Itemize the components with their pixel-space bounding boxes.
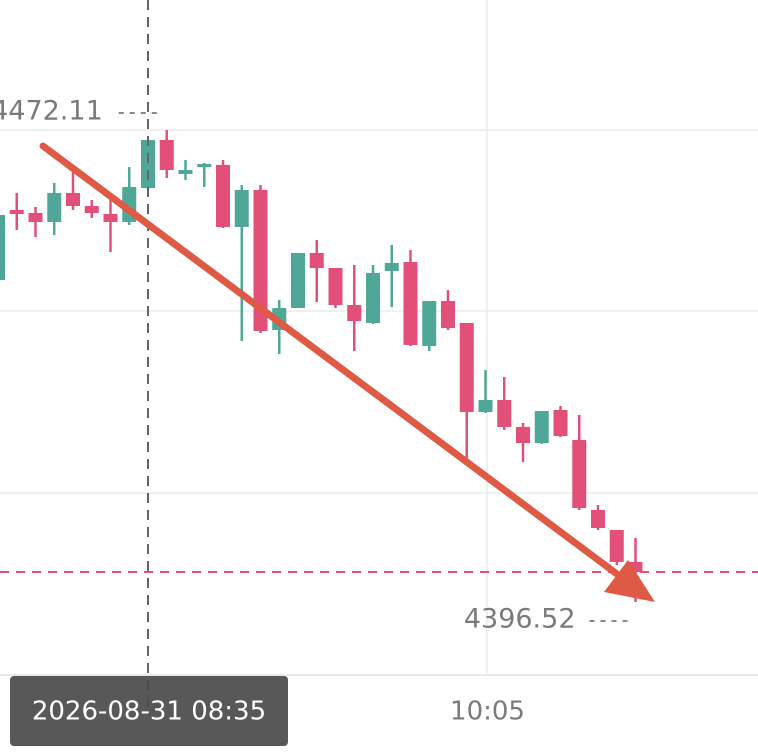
candle-body: [628, 561, 643, 572]
candle-body: [309, 252, 324, 268]
candle-body: [516, 426, 530, 443]
candle-body: [572, 440, 587, 508]
candle-body: [0, 214, 5, 280]
crosshair-label-box: [10, 676, 288, 746]
candle-body: [366, 272, 380, 323]
candle-body: [422, 301, 437, 346]
candle-body: [478, 399, 493, 412]
candle-body: [178, 170, 193, 175]
candle-body: [459, 322, 474, 412]
candle-body: [403, 261, 418, 345]
low-label: 4396.52: [464, 603, 576, 634]
candles: [0, 129, 643, 602]
candle-body: [441, 301, 455, 328]
overlay: 4472.11 4396.52: [0, 0, 758, 715]
candle-body: [28, 212, 43, 222]
candle-body: [66, 192, 80, 206]
candle-body: [84, 205, 99, 213]
candle-body: [159, 139, 174, 171]
arrow-head: [604, 560, 655, 602]
candle-body: [197, 163, 212, 168]
candle-body: [234, 189, 249, 227]
candle-body: [553, 409, 568, 437]
candle-body: [47, 192, 62, 222]
x-tick-label: 10:05: [450, 697, 525, 727]
candle-body: [253, 189, 268, 331]
candle-body: [347, 305, 362, 321]
candle-body: [534, 410, 549, 443]
crosshair-label: 2026-08-31 08:35: [32, 697, 266, 727]
candle-body: [384, 262, 399, 271]
candle-body: [141, 139, 155, 189]
x-axis: 2026-08-31 08:35 10:05: [10, 676, 525, 746]
candle-body: [497, 399, 512, 427]
grid: [0, 0, 758, 676]
candle-body: [9, 209, 24, 214]
candle-body: [328, 267, 343, 306]
candle-body: [103, 213, 118, 222]
candle-body: [591, 509, 605, 528]
candle-body: [291, 252, 305, 309]
trend-arrow: [39, 142, 655, 602]
candle-body: [609, 529, 624, 562]
candle-body: [216, 164, 230, 227]
arrow-shaft: [39, 142, 629, 584]
high-label: 4472.11: [0, 95, 103, 126]
